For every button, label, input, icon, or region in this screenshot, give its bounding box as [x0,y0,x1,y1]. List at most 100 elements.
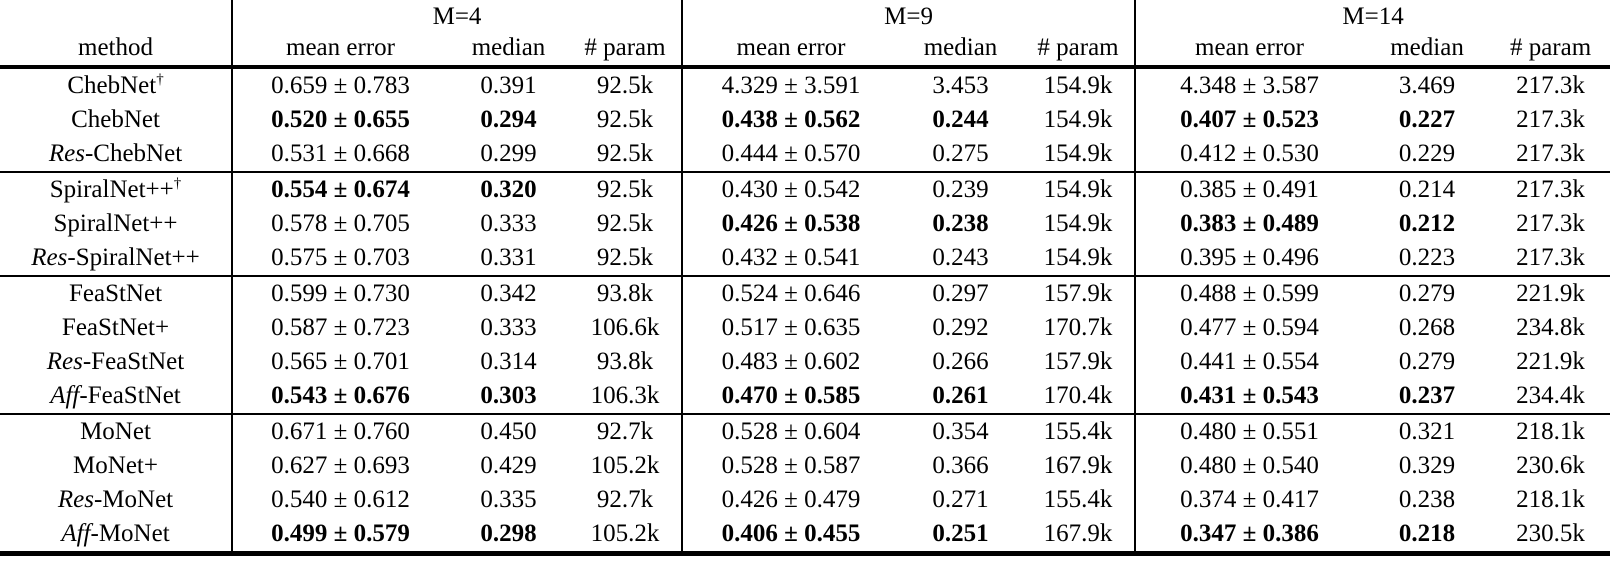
param-count-cell: 230.5k [1516,520,1585,547]
median-cell: 0.223 [1398,244,1456,271]
mean-error-cell: 0.441 ± 0.554 [1134,345,1364,379]
median-cell: 0.238 [932,210,989,237]
mean-error-cell: 0.499 ± 0.579 [231,517,448,554]
median-cell: 0.450 [480,418,537,445]
param-count-cell: 155.4k [1043,486,1113,513]
mean-error-cell: 0.517 ± 0.635 [681,311,900,345]
param-column-header: # param [584,34,666,61]
method-cell: Res-SpiralNet++ [31,244,200,271]
median-cell: 0.333 [480,210,537,237]
mean-error-cell: 0.524 ± 0.646 [681,276,900,311]
corner-cell [0,0,232,31]
method-row-group: ChebNet† 0.659 ± 0.783 0.391 92.5k 4.329 ± 3… [0,67,1610,172]
param-count-cell: 154.9k [1043,244,1113,271]
param-count-cell: 93.8k [596,280,654,307]
method-italic-prefix: Aff [50,382,80,409]
mean-error-cell: 0.528 ± 0.604 [681,414,900,449]
mean-error-cell: 4.348 ± 3.587 [1134,67,1364,103]
param-count-cell: 218.1k [1516,418,1585,445]
param-count-cell: 217.3k [1516,176,1585,203]
mean-error-cell: 0.470 ± 0.585 [681,379,900,414]
param-count-cell: 217.3k [1516,210,1585,237]
mean-error-cell: 0.385 ± 0.491 [1134,172,1364,207]
mean-error-cell: 0.395 ± 0.496 [1134,241,1364,276]
method-italic-prefix: Res [57,486,94,513]
dagger-superscript: † [156,71,164,88]
param-count-cell: 217.3k [1516,106,1585,133]
mean-error-cell: 0.578 ± 0.705 [231,207,448,241]
median-cell: 0.268 [1398,314,1456,341]
param-count-cell: 154.9k [1043,176,1113,203]
median-cell: 0.366 [932,452,989,479]
param-count-cell: 154.9k [1043,106,1113,133]
mean-error-cell: 0.554 ± 0.674 [231,172,448,207]
mean-error-cell: 0.599 ± 0.730 [231,276,448,311]
mean-error-cell: 0.575 ± 0.703 [231,241,448,276]
method-cell: SpiralNet++ [53,210,178,237]
param-count-cell: 217.3k [1516,244,1585,271]
param-count-cell: 230.6k [1516,452,1585,479]
param-count-cell: 105.2k [590,520,660,547]
median-cell: 0.329 [1398,452,1456,479]
median-cell: 0.271 [932,486,989,513]
param-count-cell: 221.9k [1516,348,1585,375]
mean-error-cell: 0.438 ± 0.562 [681,103,900,137]
table-header: M=4 M=9 M=14 method mean error median # … [0,0,1610,67]
mean-error-cell: 0.543 ± 0.676 [231,379,448,414]
median-cell: 0.320 [480,176,537,203]
mean-error-cell: 0.383 ± 0.489 [1134,207,1364,241]
median-cell: 0.261 [932,382,989,409]
median-cell: 0.331 [480,244,537,271]
param-count-cell: 106.3k [590,382,660,409]
median-cell: 0.279 [1398,348,1456,375]
param-column-header: # param [1509,34,1592,61]
mean-error-cell: 0.480 ± 0.551 [1134,414,1364,449]
param-count-cell: 170.4k [1043,382,1113,409]
mean-error-cell: 0.480 ± 0.540 [1134,449,1364,483]
table-row: ChebNet 0.520 ± 0.655 0.294 92.5k 0.438 ± 0.… [0,103,1610,137]
median-cell: 0.297 [932,280,989,307]
median-cell: 0.212 [1398,210,1456,237]
param-column-header: # param [1037,34,1119,61]
mean-error-column-header: mean error [681,31,900,67]
median-cell: 0.214 [1398,176,1456,203]
median-cell: 0.239 [932,176,989,203]
mean-error-cell: 0.477 ± 0.594 [1134,311,1364,345]
mean-error-cell: 0.432 ± 0.541 [681,241,900,276]
dagger-superscript: † [173,175,182,192]
param-count-cell: 93.8k [596,348,654,375]
table-row: FeaStNet 0.599 ± 0.730 0.342 93.8k 0.524 ± 0… [0,276,1610,311]
mean-error-cell: 0.528 ± 0.587 [681,449,900,483]
param-count-cell: 157.9k [1043,348,1113,375]
median-cell: 0.299 [480,140,537,167]
mean-error-cell: 0.426 ± 0.538 [681,207,900,241]
median-cell: 0.314 [480,348,537,375]
param-count-cell: 157.9k [1043,280,1113,307]
param-count-cell: 155.4k [1043,418,1113,445]
column-header-row: method mean error median # param mean er… [0,31,1610,67]
mean-error-cell: 0.627 ± 0.693 [231,449,448,483]
median-cell: 0.244 [932,106,989,133]
method-cell: MoNet+ [73,452,158,479]
param-count-cell: 92.5k [596,72,654,99]
param-count-cell: 92.5k [596,244,654,271]
mean-error-cell: 0.520 ± 0.655 [231,103,448,137]
param-count-cell: 92.5k [596,140,654,167]
param-count-cell: 167.9k [1043,452,1113,479]
median-cell: 0.279 [1398,280,1456,307]
group-header-m14: M=14 [1134,0,1610,31]
median-cell: 0.243 [932,244,989,271]
median-cell: 0.335 [480,486,537,513]
median-cell: 0.429 [480,452,537,479]
method-row-group: SpiralNet++† 0.554 ± 0.674 0.320 92.5k 0.430… [0,172,1610,276]
median-cell: 0.266 [932,348,989,375]
param-count-cell: 154.9k [1043,140,1113,167]
mean-error-cell: 0.444 ± 0.570 [681,137,900,172]
median-column-header: median [923,34,998,61]
table-row: SpiralNet++† 0.554 ± 0.674 0.320 92.5k 0.430… [0,172,1610,207]
group-header-row: M=4 M=9 M=14 [0,0,1610,31]
table-row: SpiralNet++ 0.578 ± 0.705 0.333 92.5k 0.426 … [0,207,1610,241]
method-cell: FeaStNet [68,280,163,307]
mean-error-cell: 0.587 ± 0.723 [231,311,448,345]
method-cell: Aff-MoNet [61,520,170,547]
